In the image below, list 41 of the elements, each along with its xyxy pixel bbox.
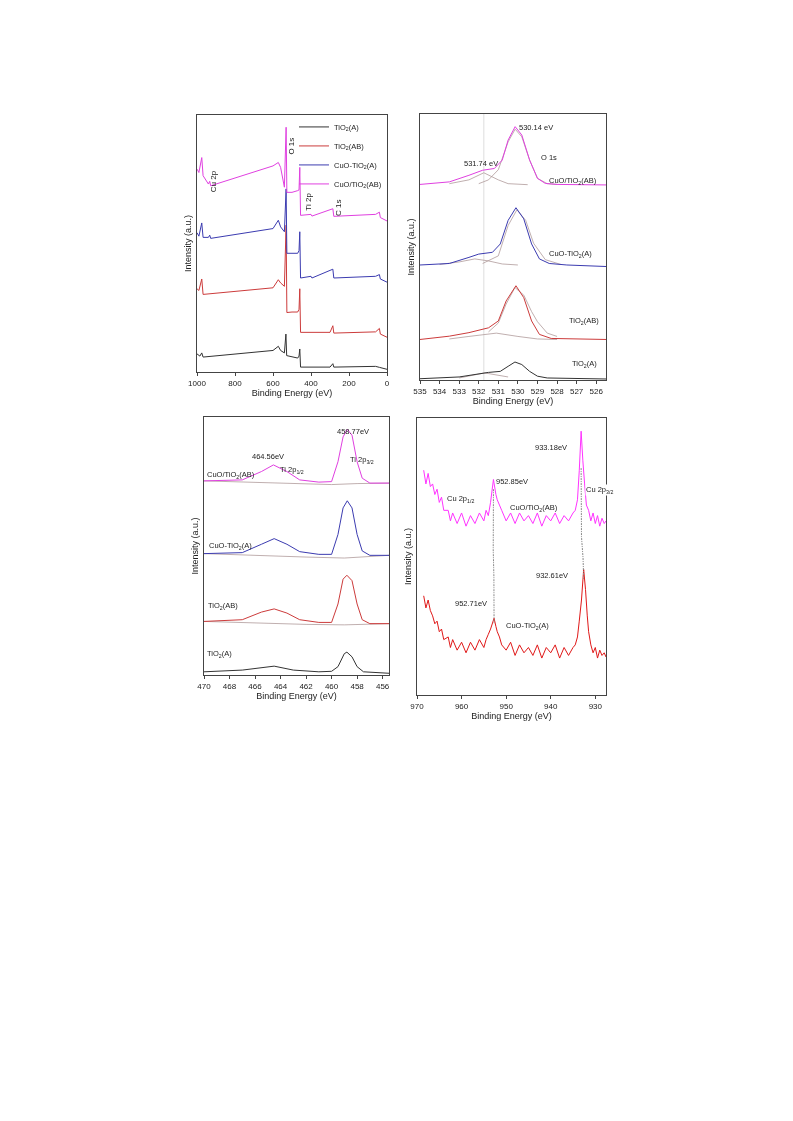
x-tick-label: 960: [454, 701, 469, 711]
annotation: O 1s: [287, 137, 297, 155]
y-axis-title: Intensity (a.u.): [183, 214, 194, 273]
annotation: Cu 2p: [209, 170, 219, 193]
x-tick-label: 460: [324, 681, 339, 691]
y-axis-title: Intensity (a.u.): [406, 218, 417, 276]
x-tick-label: 531: [491, 386, 506, 396]
x-tick-label: 534: [432, 386, 447, 396]
x-tick-label: 527: [569, 386, 584, 396]
x-tick-label: 530: [511, 386, 526, 396]
annotation: Ti 2p: [304, 192, 314, 211]
x-tick-label: 470: [197, 681, 212, 691]
x-tick-label: 464: [273, 681, 288, 691]
x-axis-title: Binding Energy (eV): [251, 387, 333, 398]
x-tick-label: 458: [350, 681, 365, 691]
y-axis-title: Intensity (a.u.): [190, 517, 201, 575]
x-tick-label: 940: [544, 701, 558, 711]
x-tick-label: 535: [413, 386, 428, 396]
x-tick-label: 456: [375, 681, 390, 691]
x-axis-title: Binding Energy (eV): [256, 690, 337, 701]
x-tick-label: 468: [222, 681, 237, 691]
x-tick-label: 600: [266, 378, 281, 388]
x-tick-label: 532: [472, 386, 486, 396]
x-tick-label: 400: [304, 378, 319, 388]
x-tick-label: 526: [589, 386, 604, 396]
x-tick-label: 970: [410, 701, 425, 711]
x-tick-label: 1000: [188, 378, 207, 388]
annotation: C 1s: [333, 199, 343, 217]
x-tick-label: 800: [228, 378, 243, 388]
x-tick-label: 950: [499, 701, 514, 711]
x-axis-title: Binding Energy (eV): [471, 710, 552, 721]
x-tick-label: 200: [342, 378, 357, 388]
x-tick-label: 462: [299, 681, 314, 691]
x-axis-title: Binding Energy (eV): [472, 395, 554, 406]
x-tick-label: 0: [384, 378, 390, 388]
x-tick-label: 930: [588, 701, 603, 711]
x-tick-label: 529: [530, 386, 545, 396]
x-tick-label: 528: [550, 386, 565, 396]
y-axis-title: Intensity (a.u.): [403, 527, 414, 586]
x-tick-label: 466: [248, 681, 263, 691]
x-tick-label: 533: [452, 386, 467, 396]
